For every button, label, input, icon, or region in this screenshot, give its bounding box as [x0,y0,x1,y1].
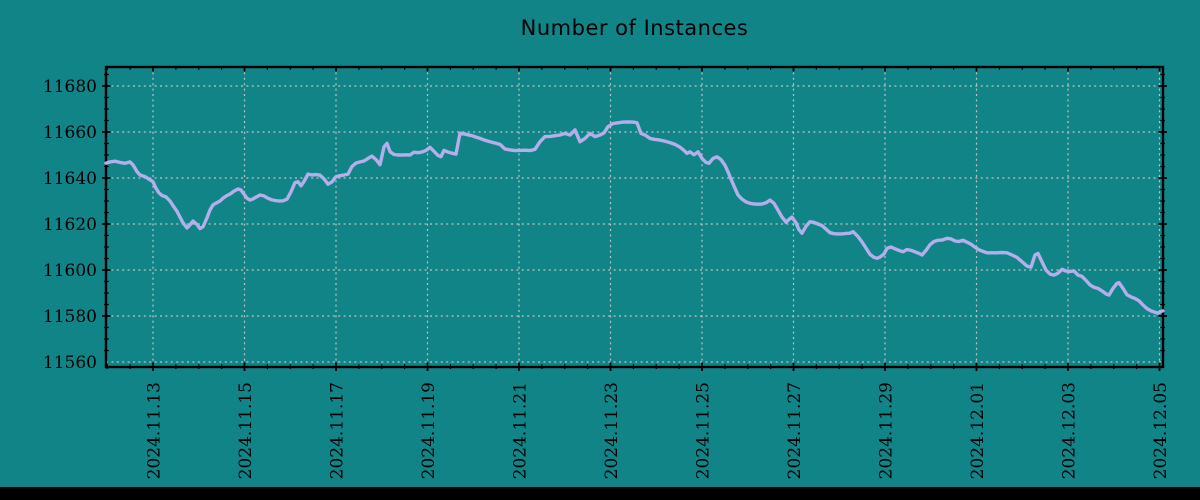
y-tick-label: 11680 [43,77,97,97]
x-tick-label: 2024.12.03 [1060,382,1080,479]
x-tick-label: 2024.12.05 [1151,382,1171,479]
y-tick-label: 11600 [43,261,97,281]
bottom-black-bar [0,487,1200,500]
x-tick-label: 2024.11.13 [145,382,165,479]
plot-border [104,65,1165,369]
x-tick-label: 2024.11.17 [328,382,348,479]
y-tick-label: 11620 [43,215,97,235]
x-tick-label: 2024.11.29 [877,382,897,479]
x-tick-label: 2024.11.27 [785,382,805,479]
y-tick-label: 11660 [43,123,97,143]
x-tick-label: 2024.11.21 [511,382,531,479]
x-tick-label: 2024.11.25 [694,382,714,479]
y-tick-label: 11560 [43,353,97,373]
x-tick-label: 2024.11.19 [419,382,439,479]
x-tick-label: 2024.12.01 [968,382,988,479]
x-tick-label: 2024.11.23 [602,382,622,479]
y-tick-label: 11580 [43,307,97,327]
data-series-line [104,120,1165,315]
chart-title: Number of Instances [520,16,749,40]
y-tick-label: 11640 [43,169,97,189]
x-tick-label: 2024.11.15 [236,382,256,479]
